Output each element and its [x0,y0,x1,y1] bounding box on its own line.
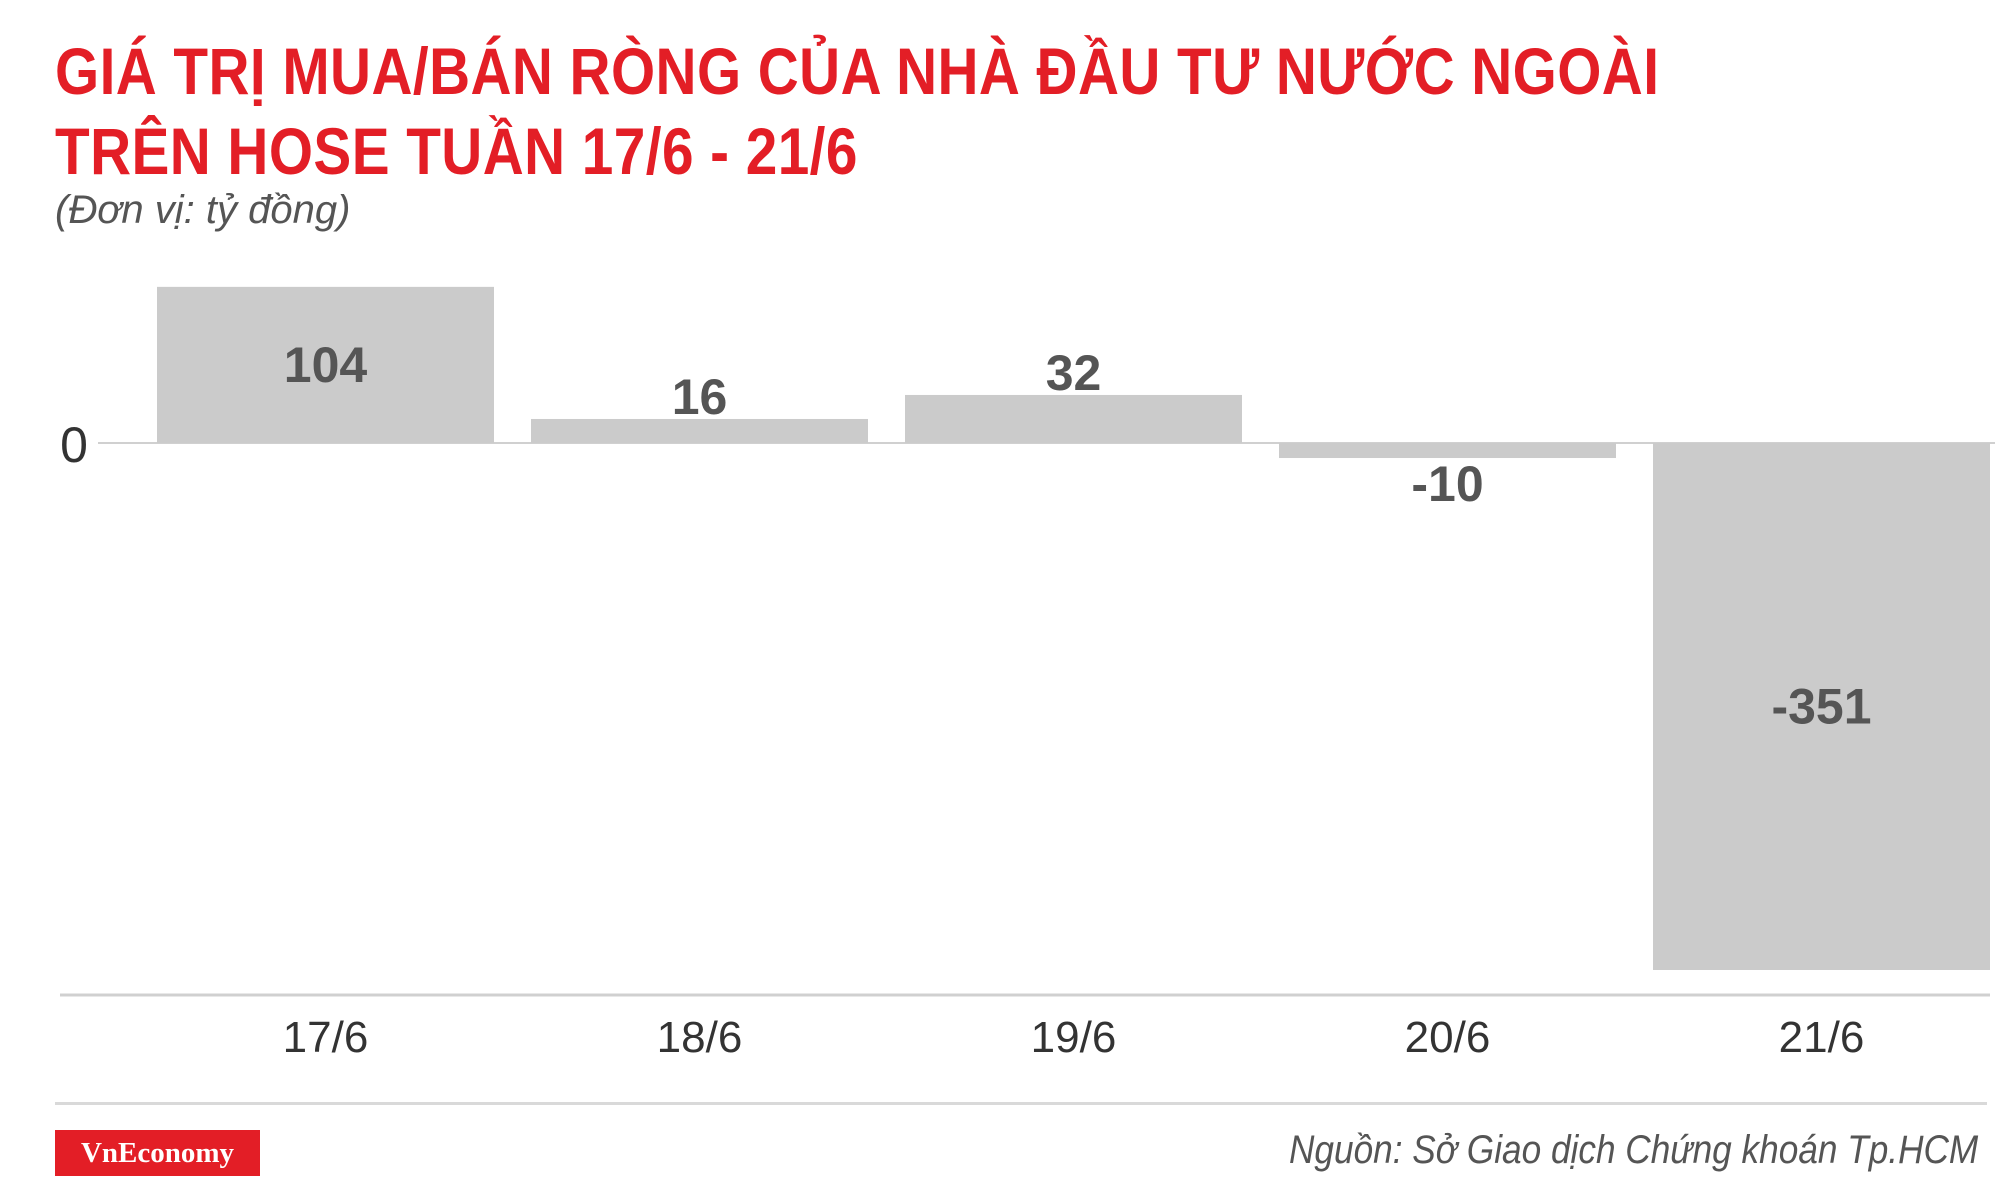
unit-label: (Đơn vị: tỷ đồng) [55,188,351,232]
chart-title-line-1: GIÁ TRỊ MUA/BÁN RÒNG CỦA NHÀ ĐẦU TƯ NƯỚC… [55,34,1660,108]
chart-title-line-2: TRÊN HOSE TUẦN 17/6 - 21/6 [55,114,858,188]
x-tick-label: 17/6 [283,1013,369,1062]
y-tick-label: 0 [60,417,88,473]
bar [905,394,1242,443]
x-tick-label: 20/6 [1405,1013,1491,1062]
data-label: -10 [1411,456,1483,512]
data-label: 104 [284,337,368,393]
x-tick-label: 21/6 [1779,1013,1865,1062]
source-note: Nguồn: Sở Giao dịch Chứng khoán Tp.HCM [1288,1128,1978,1172]
x-tick-label: 18/6 [657,1013,743,1062]
x-tick-label: 19/6 [1031,1013,1117,1062]
bar [1653,443,1990,970]
data-label: 32 [1046,345,1102,401]
bar-chart: 0 104 17/6 16 18/6 32 19/6 -10 20/6 -351 21/6 [60,286,1995,1062]
footer-divider [55,1102,1987,1105]
data-label: -351 [1771,679,1871,735]
bar [157,286,494,443]
bar [531,418,868,443]
data-label: 16 [672,369,728,425]
bar [1279,443,1616,459]
vneconomy-logo: VnEconomy [55,1130,260,1176]
